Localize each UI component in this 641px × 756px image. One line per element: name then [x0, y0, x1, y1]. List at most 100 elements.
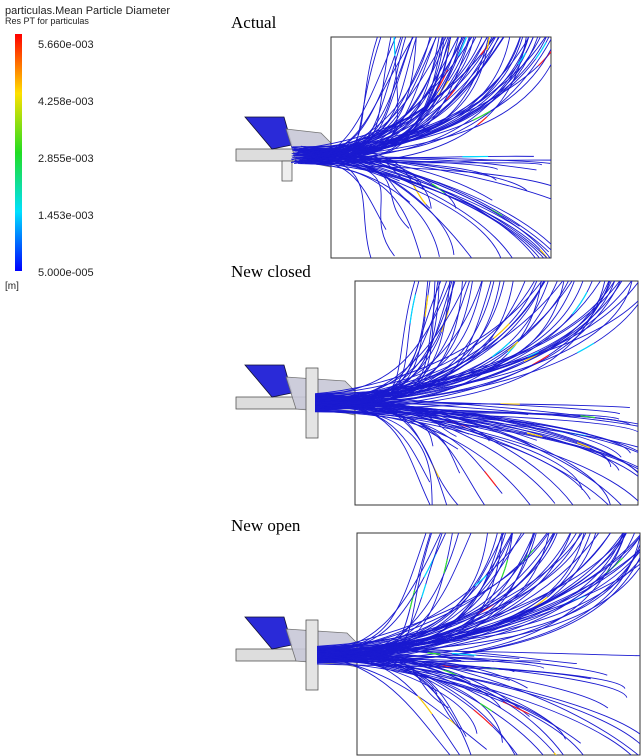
particle-track	[317, 558, 640, 651]
particle-track	[298, 163, 551, 187]
particle-track	[315, 281, 584, 395]
particle-track-accent	[315, 403, 630, 409]
particle-track	[293, 37, 473, 165]
panel: Actual	[231, 13, 552, 259]
particle-track	[317, 657, 632, 755]
particle-track	[315, 395, 611, 505]
colorbar	[15, 34, 22, 271]
particle-track	[317, 533, 577, 651]
particle-track	[309, 37, 417, 148]
particle-track-accent	[315, 281, 420, 403]
particle-track	[315, 405, 434, 447]
particle-track	[303, 158, 395, 257]
particle-track	[307, 156, 540, 258]
particle-track	[317, 659, 503, 743]
colorbar-tick-label: 4.258e-003	[38, 96, 94, 108]
particle-track	[315, 281, 543, 395]
particle-track	[317, 661, 584, 755]
particle-track	[315, 397, 459, 505]
tracks	[315, 281, 638, 505]
particle-track	[315, 410, 531, 505]
particle-track-accent	[303, 37, 468, 163]
particle-track	[315, 281, 606, 409]
particle-track-accent	[317, 533, 454, 655]
particle-track-accent	[291, 155, 520, 227]
particle-track	[304, 160, 545, 258]
particle-track	[315, 281, 564, 404]
particle-track	[304, 147, 513, 258]
particle-track	[304, 37, 527, 165]
particle-track	[315, 281, 573, 408]
particle-track	[301, 157, 497, 181]
particle-track	[315, 281, 538, 402]
particle-track	[308, 37, 459, 157]
particle-track	[315, 281, 546, 411]
particle-track	[315, 281, 621, 403]
legend: particulas.Mean Particle Diameter Res PT…	[5, 5, 170, 292]
particle-track-accent	[304, 148, 431, 209]
colorbar-tick-label: 2.855e-003	[38, 153, 94, 165]
particle-track	[307, 151, 551, 245]
particle-track	[315, 400, 638, 454]
particle-track	[317, 656, 530, 717]
particle-track	[309, 158, 543, 166]
particle-track	[315, 395, 638, 478]
particle-track	[317, 555, 640, 662]
colorbar-tick-label: 5.660e-003	[38, 39, 94, 51]
particle-track-accent	[317, 647, 557, 755]
particle-track	[293, 37, 500, 153]
panel-label: New closed	[231, 262, 311, 281]
particle-track-accent	[317, 533, 513, 655]
particle-track	[317, 533, 433, 663]
particle-track	[315, 281, 429, 402]
particle-track	[292, 47, 551, 157]
particle-track-accent	[308, 159, 548, 258]
particle-track	[309, 163, 422, 258]
particle-track-accent	[292, 37, 490, 148]
particle-track	[315, 281, 565, 395]
particle-track	[317, 646, 475, 657]
particle-track	[297, 160, 387, 230]
particle-track	[298, 37, 417, 150]
tracks	[291, 37, 551, 258]
legend-title: particulas.Mean Particle Diameter	[5, 5, 170, 17]
hopper	[244, 364, 293, 398]
particle-track	[300, 145, 551, 258]
particle-track-accent	[315, 400, 503, 494]
particle-track	[291, 37, 414, 160]
particle-track	[291, 155, 372, 258]
colorbar-tick-label: 1.453e-003	[38, 210, 94, 222]
particle-track	[308, 159, 548, 258]
particle-track	[293, 37, 451, 162]
particle-track	[317, 533, 625, 656]
particle-track	[315, 281, 601, 406]
particle-track-accent	[315, 302, 638, 409]
particle-track	[303, 37, 466, 150]
stub	[281, 160, 293, 182]
particle-track	[293, 37, 495, 154]
particle-track	[291, 63, 551, 163]
particle-track-accent	[308, 37, 459, 157]
particle-track	[307, 150, 457, 209]
particle-track	[315, 281, 558, 407]
particle-track-accent	[291, 50, 551, 155]
particle-track	[317, 533, 503, 658]
panel: New open	[231, 516, 641, 756]
particle-track	[317, 547, 640, 659]
particle-track	[315, 281, 615, 407]
particle-track	[317, 533, 488, 647]
hopper	[244, 616, 293, 650]
particle-track	[315, 303, 638, 409]
particle-track	[317, 533, 535, 651]
particle-track	[315, 281, 535, 395]
panel: New closed	[231, 262, 639, 506]
particle-track	[315, 396, 620, 471]
particle-track	[309, 159, 400, 182]
panel-label: New open	[231, 516, 301, 535]
particle-track-accent	[317, 533, 447, 651]
tracks	[317, 533, 640, 755]
particle-track	[317, 533, 443, 651]
legend-subtitle: Res PT for particulas	[5, 16, 89, 26]
hopper	[244, 116, 293, 150]
